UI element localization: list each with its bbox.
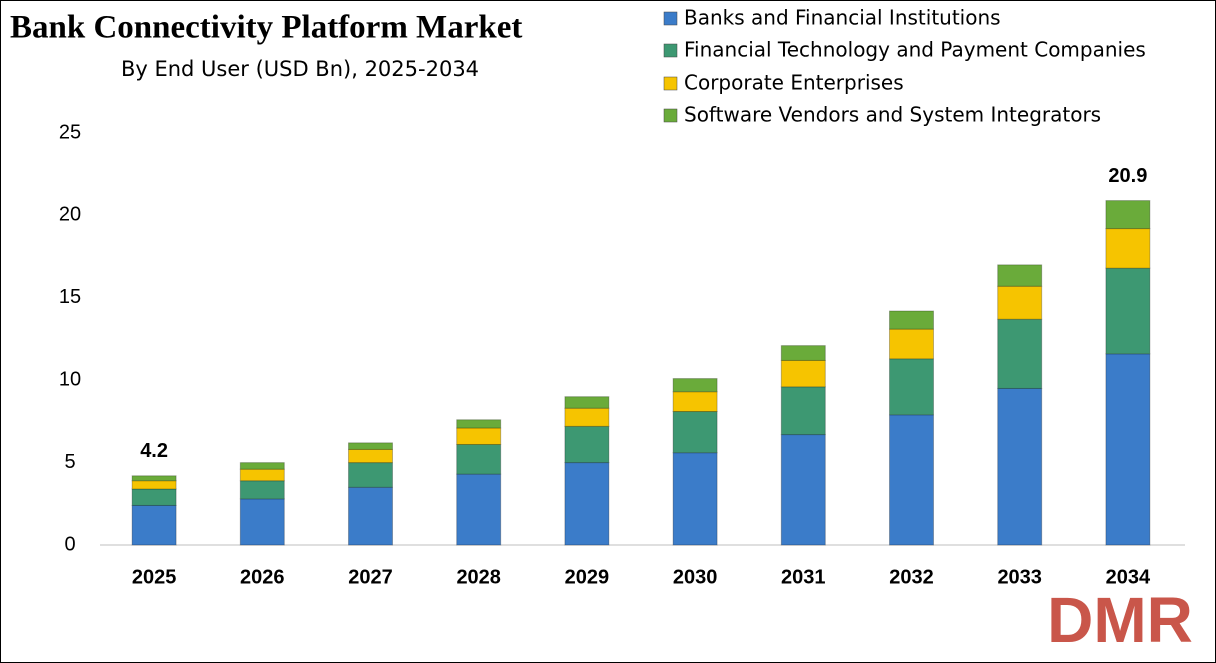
bar-segment — [672, 452, 718, 546]
bar-segment — [131, 504, 177, 546]
legend-swatch — [663, 11, 678, 26]
x-tick-label: 2032 — [889, 566, 934, 588]
bar-segment — [780, 386, 826, 436]
bar-segment — [1105, 200, 1151, 230]
bar-segment — [672, 391, 718, 413]
bar-segment — [997, 387, 1043, 546]
bar-segment — [780, 434, 826, 546]
total-label: 20.9 — [1108, 165, 1147, 187]
bar-segment — [348, 442, 393, 450]
bar-segment — [456, 427, 502, 445]
bar-segment — [672, 378, 718, 393]
bar-segment — [564, 462, 610, 546]
logo: DMR — [1047, 584, 1193, 656]
bar-segment — [348, 486, 393, 546]
x-tick-label: 2028 — [456, 566, 501, 588]
bar-segment — [564, 396, 610, 409]
x-tick-label: 2027 — [348, 566, 393, 588]
legend-label: Software Vendors and System Integrators — [684, 103, 1101, 127]
bar-segment — [889, 328, 934, 360]
legend-label: Financial Technology and Payment Compani… — [684, 38, 1146, 62]
bar-segment — [997, 264, 1043, 287]
y-tick-label: 15 — [59, 286, 81, 308]
legend-swatch — [663, 108, 678, 123]
bar-segment — [456, 419, 502, 429]
logo-text: DMR — [1047, 584, 1193, 656]
x-tick-label: 2033 — [997, 566, 1042, 588]
x-tick-label: 2025 — [132, 566, 177, 588]
legend-swatch — [663, 76, 678, 91]
bar-segment — [780, 359, 826, 388]
bar-segment — [1105, 267, 1151, 355]
bar-segment — [889, 310, 934, 330]
y-tick-label: 10 — [59, 368, 81, 390]
chart-subtitle: By End User (USD Bn), 2025-2034 — [121, 57, 479, 81]
bar-segment — [889, 358, 934, 416]
bar-segment — [672, 411, 718, 454]
bar-segment — [131, 475, 177, 482]
bar-segment — [239, 498, 285, 546]
bar-segment — [348, 448, 393, 464]
total-label: 4.2 — [140, 440, 168, 462]
bar-segment — [131, 488, 177, 506]
x-tick-label: 2030 — [673, 566, 718, 588]
bar-segment — [1105, 228, 1151, 269]
bar-segment — [348, 462, 393, 488]
bar-segment — [131, 480, 177, 490]
chart-title: Bank Connectivity Platform Market — [10, 10, 522, 46]
bar-segment — [239, 468, 285, 482]
bar-segment — [780, 345, 826, 361]
x-tick-label: 2031 — [781, 566, 826, 588]
legend-label: Banks and Financial Institutions — [684, 6, 1001, 30]
legend-label: Corporate Enterprises — [684, 71, 904, 95]
bar-segment — [997, 318, 1043, 389]
y-tick-label: 0 — [64, 533, 75, 555]
x-tick-label: 2026 — [240, 566, 285, 588]
bar-segment — [456, 443, 502, 475]
y-tick-label: 20 — [59, 204, 81, 226]
bar-segment — [239, 480, 285, 500]
y-tick-label: 25 — [59, 121, 81, 143]
x-tick-label: 2029 — [565, 566, 610, 588]
bar-segment — [564, 407, 610, 427]
y-tick-label: 5 — [64, 451, 75, 473]
bar-segment — [997, 285, 1043, 320]
bar-segment — [1105, 353, 1151, 546]
x-tick-label: 2034 — [1106, 566, 1151, 588]
bar-segment — [564, 425, 610, 464]
bar-segment — [456, 473, 502, 546]
bar-segment — [889, 414, 934, 546]
bar-segment — [239, 462, 285, 470]
legend-swatch — [663, 43, 678, 58]
